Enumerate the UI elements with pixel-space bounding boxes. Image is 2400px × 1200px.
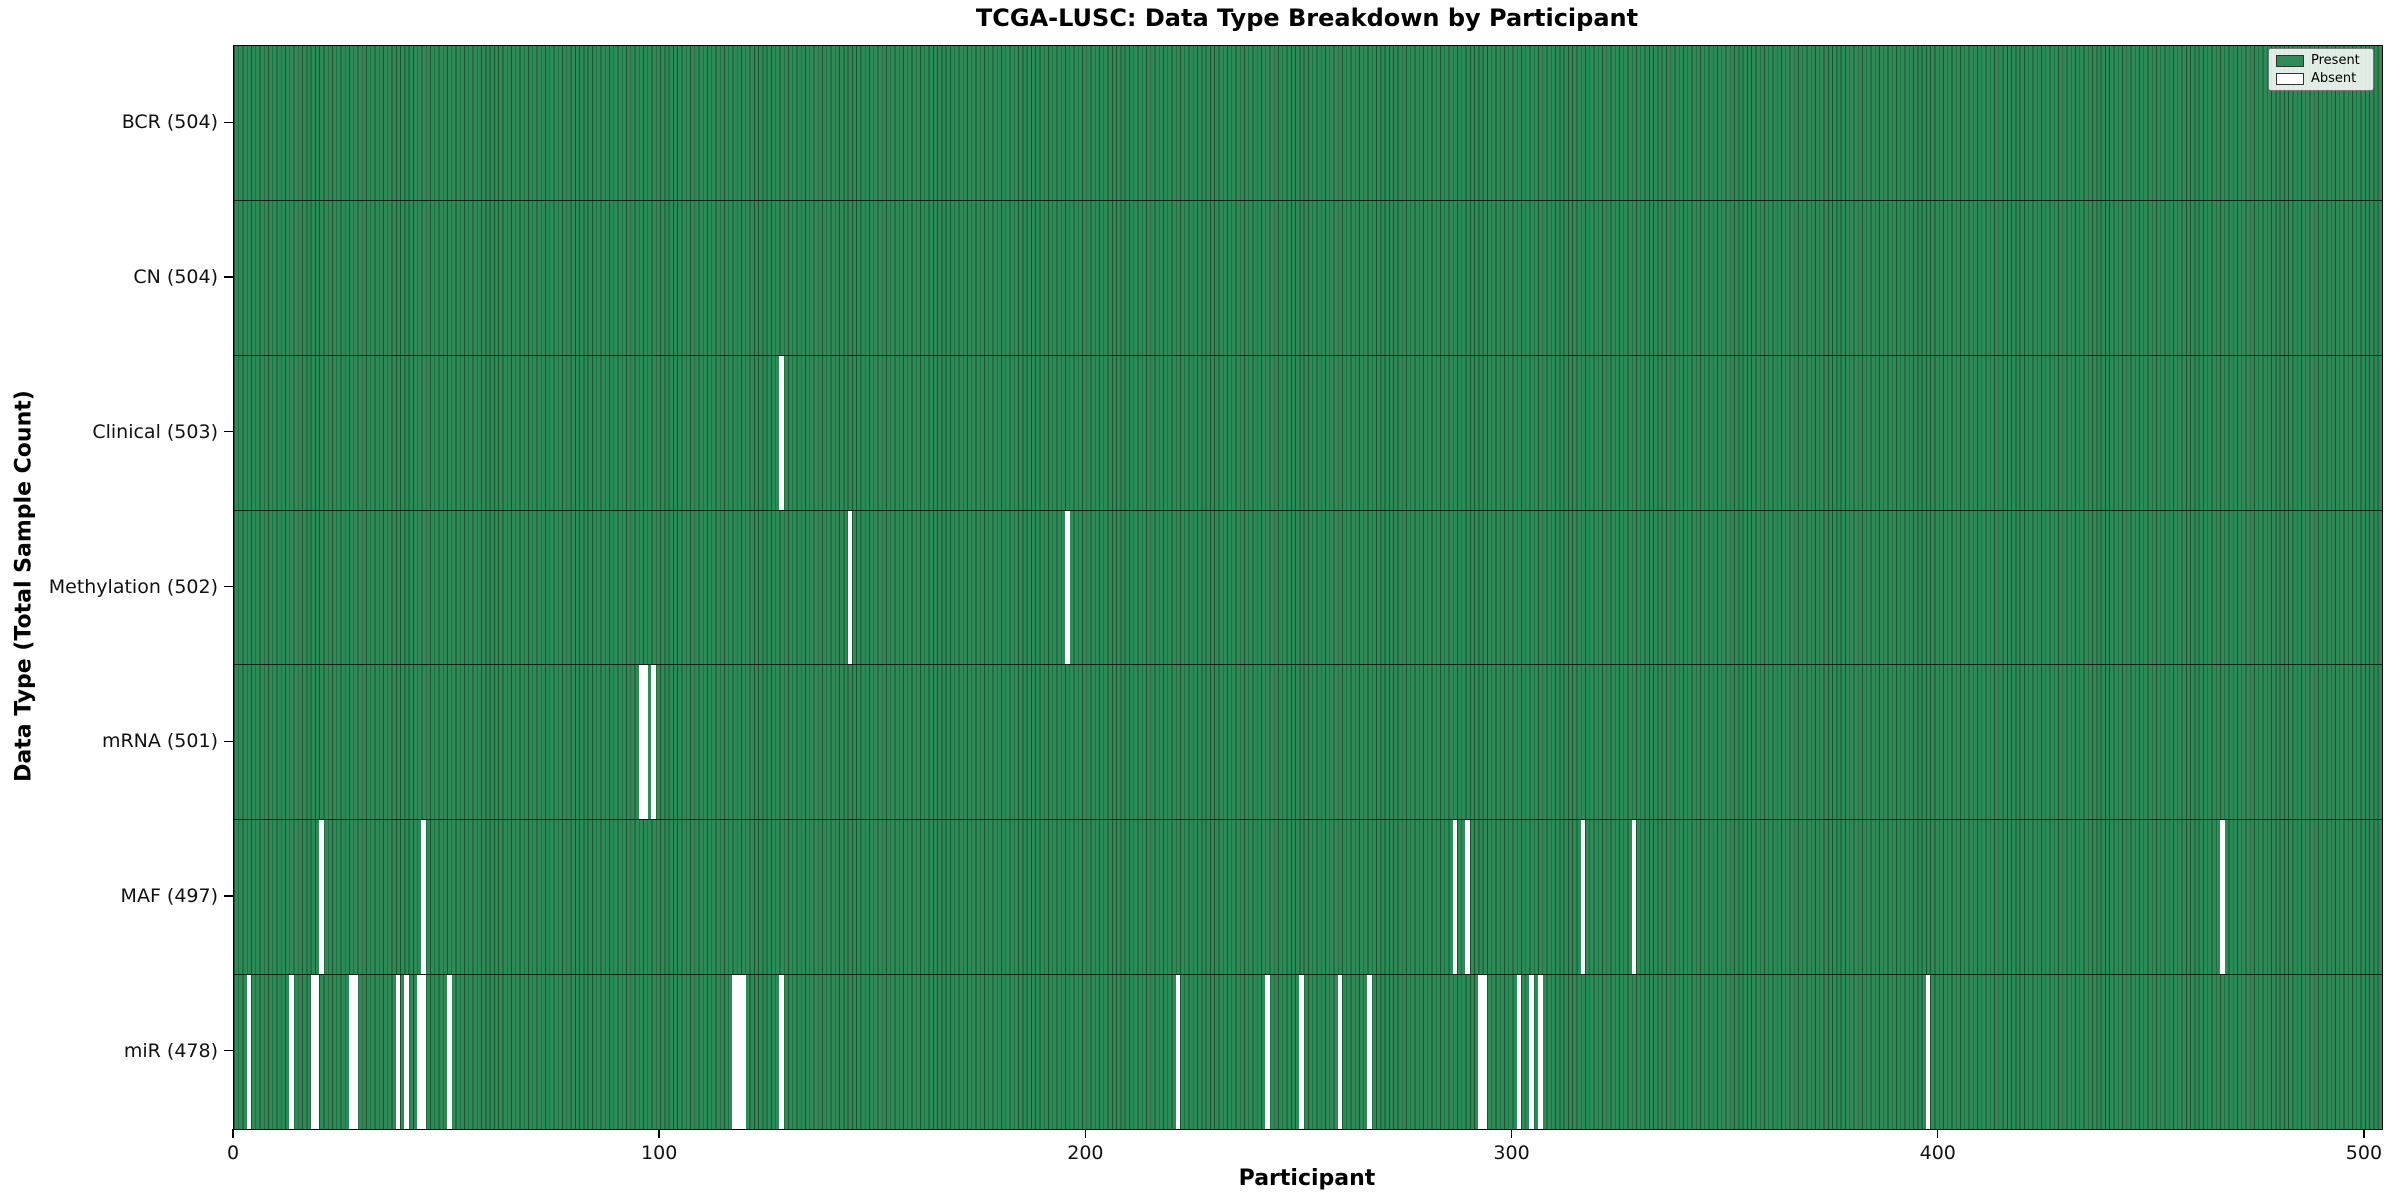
x-tick-label: 200	[1067, 1142, 1104, 1164]
heatmap-row-cn	[234, 200, 2382, 356]
x-tick-label: 0	[226, 1142, 240, 1164]
heatmap-row-bcr	[234, 46, 2382, 201]
absent-stripe	[732, 975, 738, 1130]
legend-label-absent: Absent	[2311, 71, 2357, 86]
absent-stripe	[395, 975, 401, 1130]
legend-entry-absent: Absent	[2276, 72, 2366, 85]
absent-stripe	[1580, 820, 1586, 975]
x-tick-label: 400	[1919, 1142, 1956, 1164]
heatmap-row-clinical	[234, 355, 2382, 511]
y-tick-label: miR (478)	[123, 1039, 218, 1062]
y-tick-mark	[224, 121, 233, 124]
absent-stripe	[421, 975, 426, 1130]
x-tick-label: 100	[641, 1142, 678, 1164]
heatmap-row-mir	[234, 975, 2382, 1130]
absent-stripe	[736, 975, 742, 1130]
absent-stripe	[421, 820, 426, 975]
y-tick-mark	[224, 895, 233, 897]
absent-stripe	[1175, 975, 1181, 1130]
heatmap-row-mrna	[234, 665, 2382, 821]
x-tick-mark	[2363, 1129, 2365, 1138]
absent-stripe	[1064, 510, 1070, 665]
x-tick-mark	[1084, 1129, 1087, 1138]
y-tick-mark	[224, 276, 233, 278]
absent-stripe	[651, 665, 657, 820]
y-tick-mark	[224, 740, 233, 742]
absent-stripe	[847, 510, 853, 665]
y-tick-mark	[224, 1049, 233, 1052]
absent-stripe	[246, 975, 252, 1130]
y-tick-mark	[224, 431, 233, 433]
chart-title: TCGA-LUSC: Data Type Breakdown by Partic…	[975, 4, 1639, 32]
absent-stripe	[2219, 820, 2225, 975]
y-tick-label: Methylation (502)	[48, 575, 218, 598]
absent-stripe	[779, 355, 784, 510]
legend-entry-present: Present	[2276, 54, 2366, 67]
absent-stripe	[417, 975, 422, 1130]
absent-stripe	[642, 665, 648, 820]
plot-area	[233, 45, 2383, 1130]
absent-stripe	[1478, 975, 1483, 1130]
x-tick-label: 500	[2345, 1142, 2383, 1164]
absent-stripe	[1925, 975, 1931, 1130]
y-tick-label: BCR (504)	[121, 111, 218, 134]
absent-stripe	[1482, 975, 1488, 1130]
x-tick-mark	[658, 1129, 660, 1138]
y-tick-mark	[224, 585, 233, 588]
legend: Present Absent	[2268, 48, 2374, 91]
x-axis-label: Participant	[1238, 1166, 1376, 1191]
x-tick-label: 300	[1493, 1142, 1530, 1164]
y-tick-label: MAF (497)	[120, 884, 218, 907]
absent-stripe	[1367, 975, 1373, 1130]
absent-stripe	[779, 975, 784, 1130]
legend-label-present: Present	[2311, 53, 2360, 68]
absent-stripe	[289, 975, 294, 1130]
absent-stripe	[353, 975, 358, 1130]
absent-stripe	[1631, 820, 1637, 975]
absent-stripe	[319, 820, 324, 975]
absent-stripe	[1465, 820, 1471, 975]
absent-swatch-icon	[2276, 72, 2304, 85]
absent-stripe	[314, 975, 320, 1130]
absent-stripe	[1529, 975, 1535, 1130]
heatmap-row-maf	[234, 820, 2382, 976]
x-tick-mark	[1510, 1129, 1513, 1138]
heatmap-row-methylation	[234, 510, 2382, 666]
absent-stripe	[740, 975, 746, 1130]
x-tick-mark	[232, 1129, 234, 1138]
absent-stripe	[404, 975, 409, 1130]
absent-stripe	[638, 665, 644, 820]
absent-stripe	[446, 975, 452, 1130]
y-tick-label: Clinical (503)	[92, 420, 218, 443]
y-tick-label: CN (504)	[133, 266, 218, 289]
absent-stripe	[348, 975, 354, 1130]
x-tick-mark	[1937, 1129, 1939, 1138]
absent-stripe	[310, 975, 316, 1130]
absent-stripe	[1516, 975, 1522, 1130]
y-tick-label: mRNA (501)	[101, 730, 218, 753]
present-swatch-icon	[2276, 54, 2304, 67]
absent-stripe	[1337, 975, 1343, 1130]
absent-stripe	[1452, 820, 1458, 975]
absent-stripe	[1265, 975, 1270, 1130]
absent-stripe	[1537, 975, 1543, 1130]
absent-stripe	[1299, 975, 1304, 1130]
